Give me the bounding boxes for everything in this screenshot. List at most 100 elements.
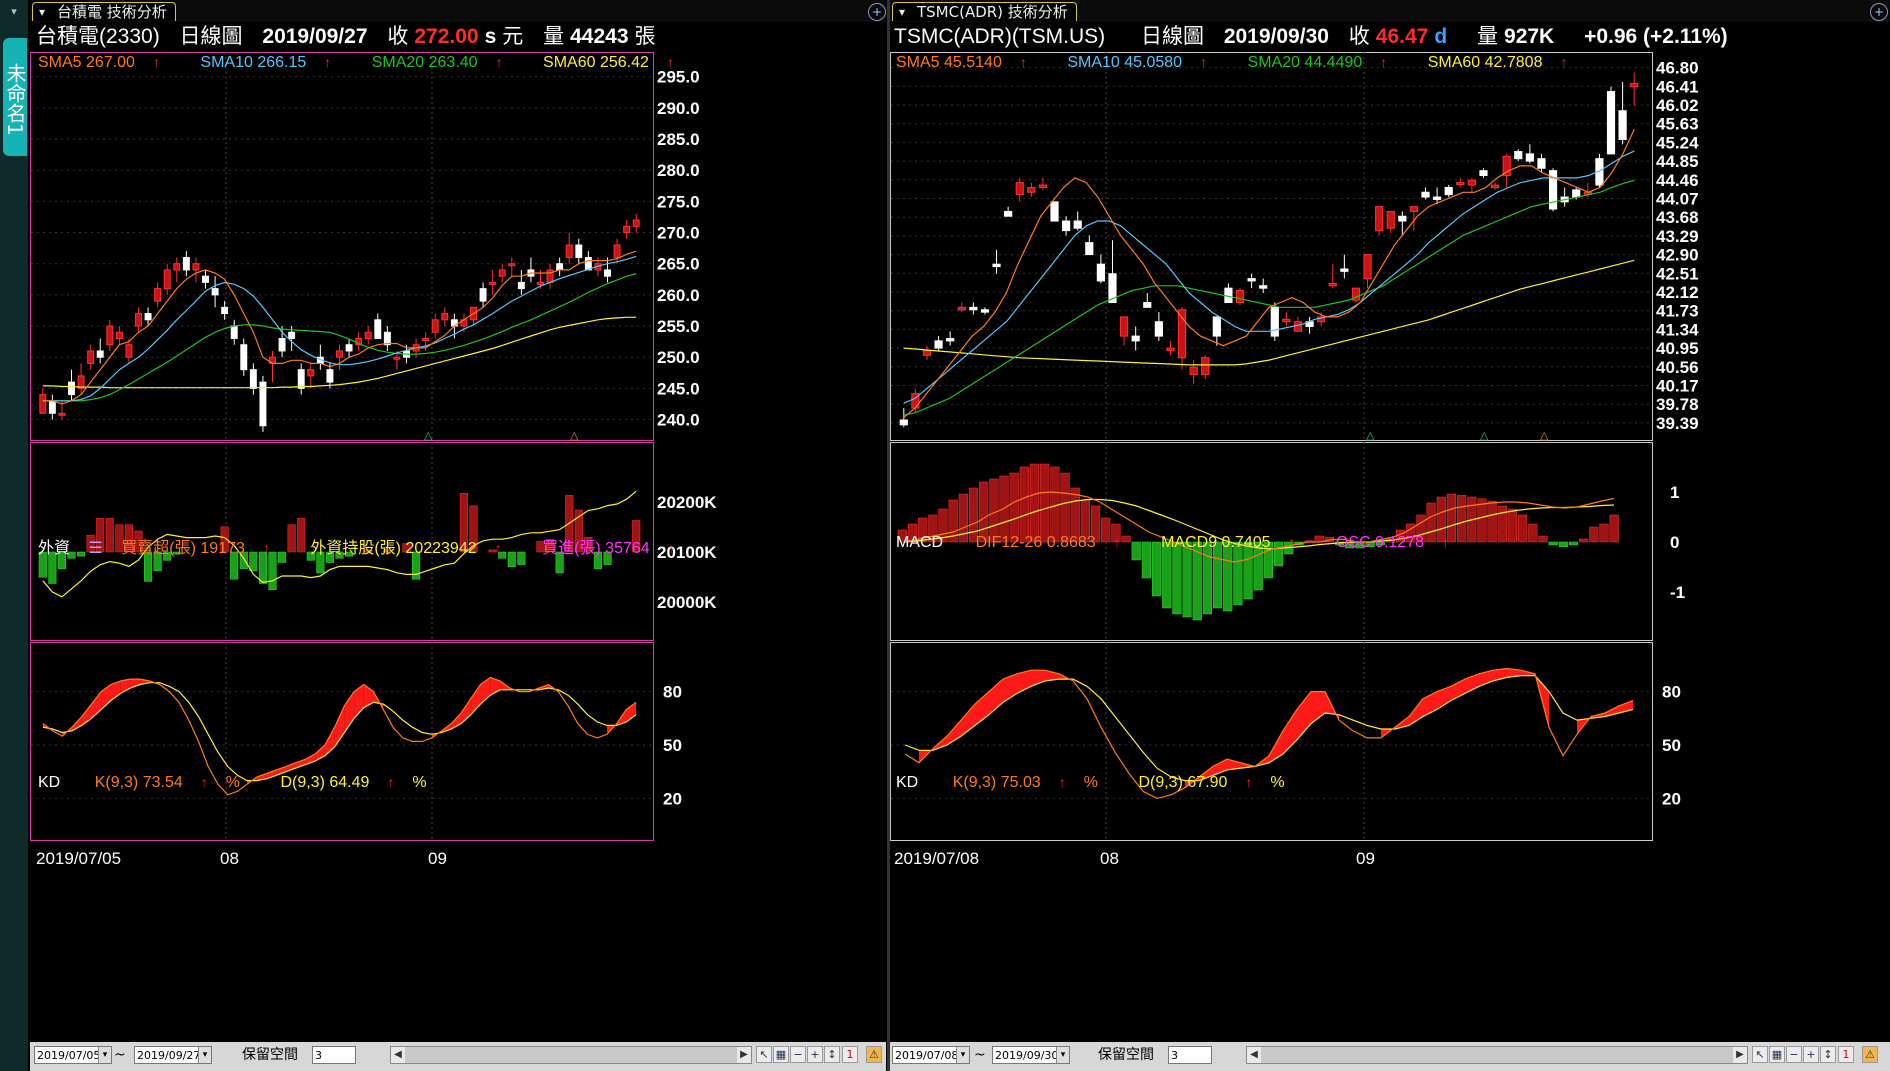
price-tick-label: 240.0 bbox=[657, 411, 700, 430]
right-scrollbar[interactable]: ◀ ▶ bbox=[1246, 1046, 1748, 1064]
dropdown-icon[interactable]: ▾ bbox=[198, 1047, 211, 1063]
osc-bar bbox=[1009, 472, 1019, 543]
price-tick-label: 40.95 bbox=[1656, 339, 1699, 358]
right-d-label: D(9,3) 67.90 ↑% bbox=[1138, 774, 1285, 791]
kd-overbought-fill bbox=[130, 679, 141, 689]
right-sma5-label: SMA5 45.5140 ↑ bbox=[896, 54, 1027, 71]
kd-overbought-fill bbox=[1423, 691, 1437, 717]
kd-overbought-fill bbox=[101, 684, 111, 710]
foreign-bar bbox=[555, 551, 564, 574]
one-icon[interactable]: 1 bbox=[842, 1046, 858, 1063]
scroll-right-icon[interactable]: ▶ bbox=[737, 1047, 751, 1063]
alert-icon[interactable]: ⚠ bbox=[1862, 1046, 1878, 1063]
cursor-icon[interactable]: ↖ bbox=[1752, 1046, 1768, 1063]
kd-tick-label: 50 bbox=[663, 736, 682, 755]
foreign-bar bbox=[220, 526, 229, 553]
left-kd-legend: KD K(9,3) 73.54 ↑% D(9,3) 64.49 ↑% bbox=[38, 774, 463, 792]
foreign-bar bbox=[364, 549, 373, 553]
keep-space-spinner[interactable]: 3 bbox=[1168, 1046, 1212, 1064]
osc-bar bbox=[1457, 494, 1467, 543]
sub-panel-frame bbox=[890, 442, 1653, 641]
grid-icon[interactable]: ▦ bbox=[773, 1046, 789, 1063]
osc-bar bbox=[1172, 541, 1182, 615]
osc-label: OSC 0.1278 ↑ bbox=[1335, 534, 1449, 551]
list-icon[interactable]: ☰ bbox=[88, 540, 103, 557]
cursor-icon[interactable]: ↖ bbox=[756, 1046, 772, 1063]
foreign-bar bbox=[546, 539, 555, 553]
right-chart-svg[interactable]: 46.8046.4146.0245.6345.2444.8544.4644.07… bbox=[890, 52, 1890, 1042]
osc-bar bbox=[1375, 541, 1385, 546]
left-sma10-label: SMA10 266.15 ↑ bbox=[200, 54, 332, 71]
candle bbox=[1328, 282, 1337, 287]
left-period: 日線圖 bbox=[179, 25, 243, 48]
price-tick-label: 45.63 bbox=[1656, 115, 1699, 134]
right-window-tab[interactable]: ▾ TSMC(ADR) 技術分析 bbox=[892, 2, 1077, 21]
window-divider[interactable] bbox=[887, 0, 890, 1071]
dropdown-icon[interactable]: ▾ bbox=[956, 1047, 969, 1063]
dropdown-icon[interactable]: ▾ bbox=[39, 5, 46, 19]
candle bbox=[431, 319, 439, 333]
osc-bar bbox=[1497, 505, 1507, 543]
zoom-in-icon[interactable]: + bbox=[807, 1046, 823, 1063]
range-tilde: ~ bbox=[114, 1047, 126, 1063]
candle bbox=[934, 340, 943, 349]
grid-icon[interactable]: ▦ bbox=[1769, 1046, 1785, 1063]
right-range-from[interactable]: 2019/07/08 ▾ bbox=[892, 1046, 970, 1064]
candle bbox=[1618, 110, 1627, 141]
left-window-tab[interactable]: ▾ 台積電 技術分析 bbox=[32, 2, 176, 21]
step-icon[interactable]: ↕ bbox=[1820, 1046, 1836, 1063]
right-window-title: TSMC(ADR) 技術分析 bbox=[917, 3, 1068, 21]
candle bbox=[1235, 290, 1245, 304]
osc-bar bbox=[1253, 541, 1263, 591]
price-tick-label: 44.85 bbox=[1656, 152, 1699, 171]
one-icon[interactable]: 1 bbox=[1838, 1046, 1854, 1063]
osc-bar bbox=[918, 517, 928, 543]
left-chart-svg[interactable]: 295.0 290.0 285.0 280.0 275.0 270.0 265.0 260.0… bbox=[30, 52, 886, 1042]
candle bbox=[422, 338, 430, 341]
scroll-left-icon[interactable]: ◀ bbox=[1247, 1047, 1261, 1063]
left-range-to[interactable]: 2019/09/27 ▾ bbox=[134, 1046, 212, 1064]
alert-icon[interactable]: ⚠ bbox=[866, 1046, 882, 1063]
candle bbox=[489, 281, 497, 285]
dropdown-icon[interactable]: ▾ bbox=[1056, 1047, 1069, 1063]
left-d-label: D(9,3) 64.49 ↑% bbox=[280, 774, 427, 791]
zoom-out-icon[interactable]: − bbox=[1786, 1046, 1802, 1063]
dropdown-icon[interactable]: ▾ bbox=[899, 5, 906, 19]
candle bbox=[1154, 321, 1163, 337]
foreign-bar bbox=[163, 551, 172, 561]
dropdown-icon[interactable]: ▾ bbox=[98, 1047, 111, 1063]
signal-marker: △ bbox=[1480, 430, 1489, 442]
keep-space-spinner[interactable]: 3 bbox=[312, 1046, 356, 1064]
price-tick-label: 260.0 bbox=[657, 286, 700, 305]
foreign-bar bbox=[297, 518, 306, 553]
candle bbox=[498, 269, 506, 277]
step-icon[interactable]: ↕ bbox=[824, 1046, 840, 1063]
candle bbox=[1317, 316, 1326, 323]
zoom-in-icon[interactable]: + bbox=[1803, 1046, 1819, 1063]
right-kd-title: KD bbox=[896, 774, 919, 791]
osc-bar bbox=[1568, 541, 1579, 546]
workspace-tab[interactable]: 未命名1 bbox=[3, 38, 27, 156]
left-close-suffix: s bbox=[484, 25, 497, 48]
left-range-from[interactable]: 2019/07/05 ▾ bbox=[34, 1046, 112, 1064]
candle bbox=[345, 344, 353, 352]
rail-collapse-icon[interactable]: ▾ bbox=[11, 5, 17, 18]
scroll-right-icon[interactable]: ▶ bbox=[1733, 1047, 1747, 1063]
zoom-out-icon[interactable]: − bbox=[790, 1046, 806, 1063]
left-scrollbar[interactable]: ◀ ▶ bbox=[390, 1046, 752, 1064]
zoom-icon[interactable]: + bbox=[868, 3, 886, 21]
scroll-left-icon[interactable]: ◀ bbox=[391, 1047, 405, 1063]
candle bbox=[144, 313, 152, 321]
foreign-bar bbox=[134, 530, 143, 553]
candle bbox=[1537, 158, 1546, 169]
candle bbox=[288, 331, 296, 339]
right-range-to[interactable]: 2019/09/30 ▾ bbox=[992, 1046, 1070, 1064]
price-tick-label: 275.0 bbox=[657, 192, 700, 211]
date-tick-label: 08 bbox=[1100, 849, 1119, 868]
kd-overbought-fill bbox=[1199, 766, 1213, 781]
zoom-icon[interactable]: + bbox=[1870, 3, 1888, 21]
candle bbox=[1282, 318, 1291, 323]
date-tick-label: 08 bbox=[220, 849, 239, 868]
kd-overbought-fill bbox=[120, 679, 131, 694]
right-volume-label: 量 bbox=[1477, 25, 1499, 48]
